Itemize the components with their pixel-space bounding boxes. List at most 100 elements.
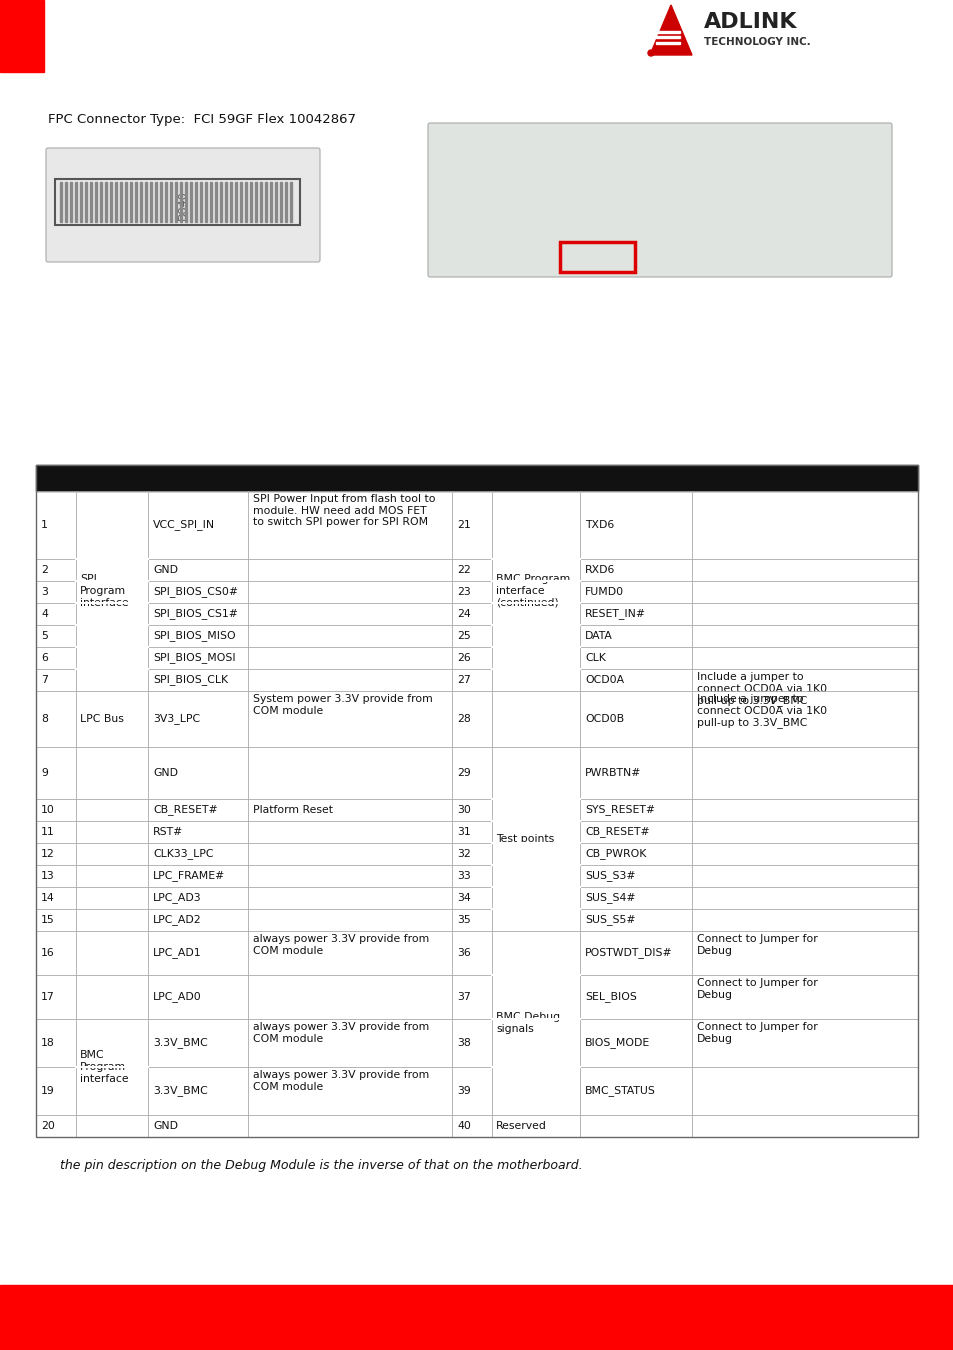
Text: Connect to Jumper for
Debug: Connect to Jumper for Debug	[697, 1022, 817, 1044]
Bar	[100, 182, 102, 221]
Bar	[135, 182, 137, 221]
Text: CB_PWROK: CB_PWROK	[584, 849, 646, 860]
Text: Include a jumper to
connect OCD0A via 1K0
pull-up to 3.3V_BMC: Include a jumper to connect OCD0A via 1K…	[697, 672, 826, 706]
Bar	[140, 182, 142, 221]
Text: the pin description on the Debug Module is the inverse of that on the motherboar: the pin description on the Debug Module …	[48, 1158, 582, 1172]
Text: LPC_AD0: LPC_AD0	[152, 991, 201, 1003]
Bar	[0, 0, 44, 72]
Text: 8: 8	[41, 714, 48, 724]
Bar	[125, 182, 127, 221]
Text: 31: 31	[456, 828, 470, 837]
Bar	[285, 182, 287, 221]
Bar	[559, 242, 635, 271]
Bar	[180, 182, 182, 221]
Text: 35: 35	[456, 915, 470, 925]
Bar	[105, 182, 107, 221]
Bar	[280, 182, 282, 221]
Text: BIOS_MODE: BIOS_MODE	[584, 1038, 650, 1049]
Bar	[234, 182, 236, 221]
Circle shape	[647, 50, 654, 55]
Text: SUS_S4#: SUS_S4#	[584, 892, 635, 903]
Bar	[200, 182, 202, 221]
Bar	[154, 182, 157, 221]
Text: 15: 15	[41, 915, 54, 925]
Bar	[250, 182, 252, 221]
FancyBboxPatch shape	[428, 123, 891, 277]
Bar	[240, 182, 242, 221]
Text: 32: 32	[456, 849, 470, 859]
Text: 11: 11	[41, 828, 54, 837]
Text: 3V3_LPC: 3V3_LPC	[152, 714, 200, 725]
Bar	[60, 182, 62, 221]
Text: FUMD0: FUMD0	[584, 587, 623, 597]
Bar	[36, 464, 917, 491]
Text: SPI_BIOS_MOSI: SPI_BIOS_MOSI	[152, 652, 235, 663]
Text: 10: 10	[41, 805, 55, 815]
Text: CB_RESET#: CB_RESET#	[152, 805, 217, 815]
Text: 3: 3	[41, 587, 48, 597]
Bar	[75, 182, 77, 221]
Text: 29: 29	[456, 768, 470, 778]
Text: RST#: RST#	[152, 828, 183, 837]
Text: CB_RESET#: CB_RESET#	[584, 826, 649, 837]
Text: 23: 23	[456, 587, 470, 597]
Text: 20: 20	[41, 1120, 55, 1131]
Text: 24: 24	[456, 609, 470, 620]
Text: 19: 19	[41, 1085, 54, 1096]
Text: 37: 37	[456, 992, 470, 1002]
Bar	[65, 182, 67, 221]
Text: GND: GND	[152, 1120, 178, 1131]
Bar	[210, 182, 212, 221]
Text: D840: D840	[178, 190, 188, 220]
Bar	[265, 182, 267, 221]
Text: VCC_SPI_IN: VCC_SPI_IN	[152, 520, 214, 531]
Bar	[260, 182, 262, 221]
Text: 3.3V_BMC: 3.3V_BMC	[152, 1038, 208, 1049]
Text: Include a jumper to
connect OCD0A via 1K0
pull-up to 3.3V_BMC: Include a jumper to connect OCD0A via 1K…	[697, 694, 826, 728]
FancyBboxPatch shape	[46, 148, 319, 262]
Text: LPC_AD3: LPC_AD3	[152, 892, 201, 903]
Bar	[185, 182, 187, 221]
Text: 21: 21	[456, 520, 470, 531]
Text: 27: 27	[456, 675, 470, 684]
Bar	[120, 182, 122, 221]
Text: 25: 25	[456, 630, 470, 641]
Text: 1: 1	[41, 520, 48, 531]
Text: BMC Program
interface
(continued): BMC Program interface (continued)	[496, 574, 570, 608]
Text: ADLINK: ADLINK	[703, 12, 797, 32]
Text: 36: 36	[456, 948, 470, 958]
Bar	[274, 182, 276, 221]
Bar	[190, 182, 192, 221]
Text: 2: 2	[41, 566, 48, 575]
Text: RXD6: RXD6	[584, 566, 615, 575]
Bar	[36, 464, 917, 1137]
Bar	[656, 35, 679, 38]
Text: 26: 26	[456, 653, 470, 663]
Bar	[90, 182, 91, 221]
Text: 12: 12	[41, 849, 54, 859]
Text: CLK: CLK	[584, 653, 605, 663]
Text: LPC_AD2: LPC_AD2	[152, 914, 201, 926]
Text: SPI_BIOS_CLK: SPI_BIOS_CLK	[152, 675, 228, 686]
Bar	[220, 182, 222, 221]
Text: SYS_RESET#: SYS_RESET#	[584, 805, 655, 815]
Bar	[170, 182, 172, 221]
Text: OCD0B: OCD0B	[584, 714, 623, 724]
Bar	[194, 182, 196, 221]
Text: 30: 30	[456, 805, 471, 815]
Text: TXD6: TXD6	[584, 520, 614, 531]
Bar	[270, 182, 272, 221]
Bar	[225, 182, 227, 221]
Text: Test points: Test points	[496, 834, 554, 844]
Text: LPC_AD1: LPC_AD1	[152, 948, 201, 958]
Text: 38: 38	[456, 1038, 470, 1048]
Text: 13: 13	[41, 871, 54, 882]
Text: SPI_BIOS_MISO: SPI_BIOS_MISO	[152, 630, 235, 641]
Text: GND: GND	[152, 566, 178, 575]
Text: 39: 39	[456, 1085, 470, 1096]
Text: SPI_BIOS_CS0#: SPI_BIOS_CS0#	[152, 586, 237, 598]
Bar	[115, 182, 117, 221]
Bar	[150, 182, 152, 221]
Bar	[55, 180, 299, 225]
Text: SPI
Program
interface: SPI Program interface	[80, 574, 129, 608]
